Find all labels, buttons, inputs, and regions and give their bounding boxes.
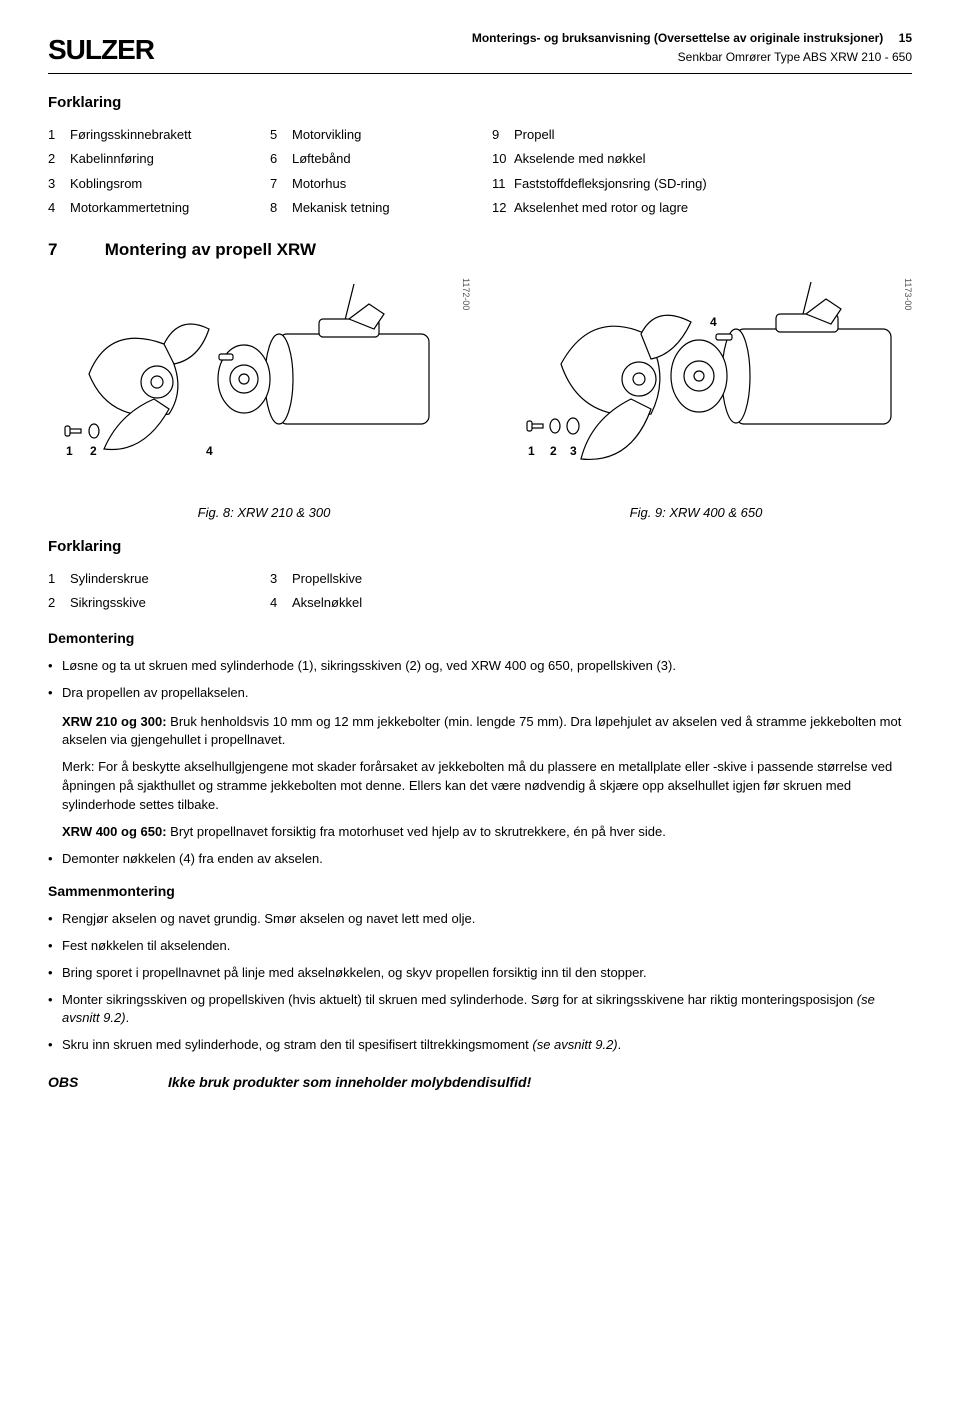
cell: 8 <box>270 196 292 220</box>
figure-code-left: 1172-00 <box>459 278 472 310</box>
list-item: Løsne og ta ut skruen med sylinderhode (… <box>48 657 912 676</box>
cell: Sylinderskrue <box>70 567 270 591</box>
cell: Koblingsrom <box>70 172 270 196</box>
cell: 7 <box>270 172 292 196</box>
legend2-table: 1 Sylinderskrue 3 Propellskive 2 Sikring… <box>48 567 566 615</box>
sammen-list: Rengjør akselen og navet grundig. Smør a… <box>48 910 912 1055</box>
cell: 3 <box>270 567 292 591</box>
cell: 4 <box>48 196 70 220</box>
sammen-title: Sammenmontering <box>48 882 912 902</box>
table-row: 1 Føringsskinnebrakett 5 Motorvikling 9 … <box>48 123 912 147</box>
legend1-title: Forklaring <box>48 92 912 113</box>
figure-9: 1173-00 <box>490 274 912 494</box>
legend1-table: 1 Føringsskinnebrakett 5 Motorvikling 9 … <box>48 123 912 220</box>
obs-note: OBS Ikke bruk produkter som inneholder m… <box>48 1073 912 1093</box>
cell: 9 <box>492 123 514 147</box>
cell: Mekanisk tetning <box>292 196 492 220</box>
figure-8: 1172-00 <box>48 274 470 494</box>
propeller-illustration-left <box>48 274 470 494</box>
section7-title: Montering av propell XRW <box>105 240 316 259</box>
demontering-p1: XRW 210 og 300: Bruk henholdsvis 10 mm o… <box>62 713 912 751</box>
table-row: 1 Sylinderskrue 3 Propellskive <box>48 567 566 591</box>
cell: Kabelinnføring <box>70 147 270 171</box>
cell: Propell <box>514 123 912 147</box>
cell: 5 <box>270 123 292 147</box>
demontering-title: Demontering <box>48 629 912 649</box>
cell: Føringsskinnebrakett <box>70 123 270 147</box>
figure-code-right: 1173-00 <box>901 278 914 310</box>
cell: 1 <box>48 567 70 591</box>
demontering-p2: Merk: For å beskytte akselhullgjengene m… <box>62 758 912 815</box>
cell: Motorhus <box>292 172 492 196</box>
cell: 4 <box>270 591 292 615</box>
obs-text: Ikke bruk produkter som inneholder molyb… <box>168 1073 531 1093</box>
demontering-list: Løsne og ta ut skruen med sylinderhode (… <box>48 657 912 703</box>
propeller-illustration-right <box>490 274 912 494</box>
list-item: Dra propellen av propellakselen. <box>48 684 912 703</box>
callout-2r: 2 <box>550 443 557 460</box>
section7-num: 7 <box>48 238 100 262</box>
doc-title: Monterings- og bruksanvisning (Oversette… <box>472 31 883 45</box>
callout-4-top: 4 <box>710 314 717 331</box>
list-item: Skru inn skruen med sylinderhode, og str… <box>48 1036 912 1055</box>
cell: 2 <box>48 147 70 171</box>
section7-heading: 7 Montering av propell XRW <box>48 238 912 262</box>
cell: Løftebånd <box>292 147 492 171</box>
cell: Motorvikling <box>292 123 492 147</box>
cell: 1 <box>48 123 70 147</box>
list-item: Fest nøkkelen til akselenden. <box>48 937 912 956</box>
callout-1r: 1 <box>528 443 535 460</box>
callout-1: 1 <box>66 443 73 460</box>
list-item: Rengjør akselen og navet grundig. Smør a… <box>48 910 912 929</box>
page-header: SULZER Monterings- og bruksanvisning (Ov… <box>48 30 912 74</box>
table-row: 2 Kabelinnføring 6 Løftebånd 10 Akselend… <box>48 147 912 171</box>
fig8-caption: Fig. 8: XRW 210 & 300 <box>48 504 480 522</box>
table-row: 3 Koblingsrom 7 Motorhus 11 Faststoffdef… <box>48 172 912 196</box>
cell: 10 <box>492 147 514 171</box>
doc-subtitle: Senkbar Omrører Type ABS XRW 210 - 650 <box>472 49 912 66</box>
list-item: Demonter nøkkelen (4) fra enden av aksel… <box>48 850 912 869</box>
cell: Akselnøkkel <box>292 591 566 615</box>
list-item: Bring sporet i propellnavnet på linje me… <box>48 964 912 983</box>
figures-row: 1172-00 <box>48 274 912 494</box>
cell: 11 <box>492 172 514 196</box>
page-number: 15 <box>899 31 912 45</box>
table-row: 4 Motorkammertetning 8 Mekanisk tetning … <box>48 196 912 220</box>
cell: Motorkammertetning <box>70 196 270 220</box>
cell: Propellskive <box>292 567 566 591</box>
list-item: Monter sikringsskiven og propellskiven (… <box>48 991 912 1029</box>
fig9-caption: Fig. 9: XRW 400 & 650 <box>480 504 912 522</box>
demontering-list2: Demonter nøkkelen (4) fra enden av aksel… <box>48 850 912 869</box>
obs-label: OBS <box>48 1073 168 1093</box>
cell: Akselende med nøkkel <box>514 147 912 171</box>
header-right: Monterings- og bruksanvisning (Oversette… <box>472 30 912 66</box>
cell: 6 <box>270 147 292 171</box>
callout-2: 2 <box>90 443 97 460</box>
table-row: 2 Sikringsskive 4 Akselnøkkel <box>48 591 566 615</box>
callout-3r: 3 <box>570 443 577 460</box>
callout-4: 4 <box>206 443 213 460</box>
demontering-p3: XRW 400 og 650: Bryt propellnavet forsik… <box>62 823 912 842</box>
figure-captions: Fig. 8: XRW 210 & 300 Fig. 9: XRW 400 & … <box>48 504 912 522</box>
cell: Faststoffdefleksjonsring (SD-ring) <box>514 172 912 196</box>
legend2-title: Forklaring <box>48 536 912 557</box>
logo: SULZER <box>48 30 154 69</box>
cell: 3 <box>48 172 70 196</box>
cell: Sikringsskive <box>70 591 270 615</box>
cell: 12 <box>492 196 514 220</box>
cell: 2 <box>48 591 70 615</box>
cell: Akselenhet med rotor og lagre <box>514 196 912 220</box>
